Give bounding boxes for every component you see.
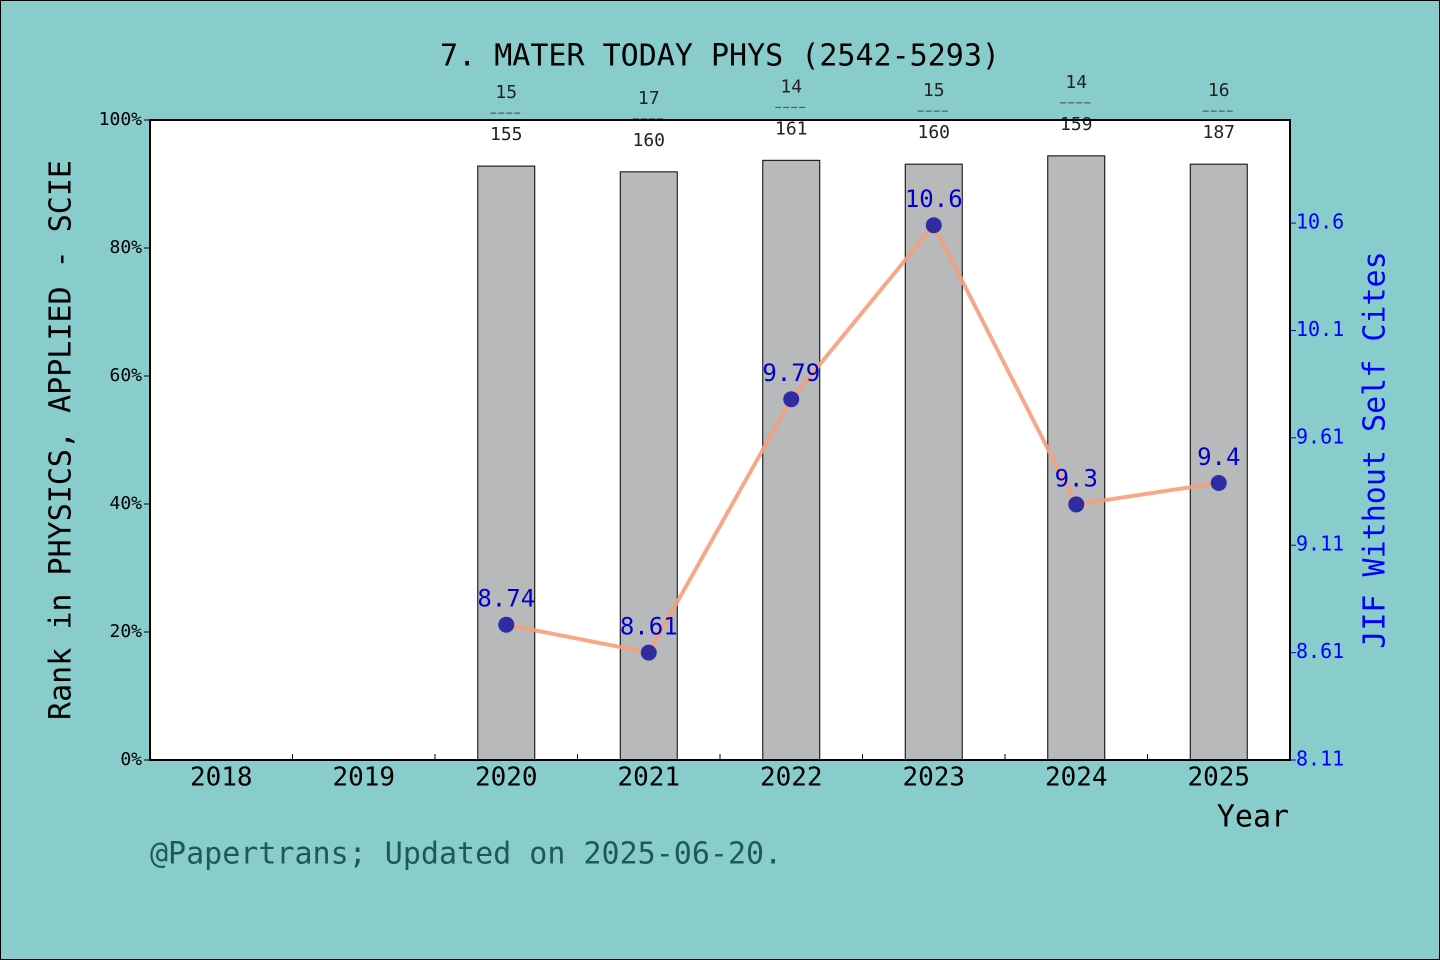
bar bbox=[1189, 163, 1248, 761]
bar-total-label: 160 bbox=[632, 130, 665, 151]
data-label: 8.74 bbox=[477, 585, 535, 613]
bar-rank-label: 14 bbox=[780, 76, 802, 97]
x-tick-label: 2018 bbox=[190, 763, 253, 793]
jif-point bbox=[498, 616, 515, 633]
jif-point bbox=[783, 391, 800, 408]
bar-total-label: 187 bbox=[1202, 122, 1235, 143]
y2-tick-label: 9.61 bbox=[1296, 424, 1344, 448]
y2-tick-label: 10.1 bbox=[1296, 317, 1344, 341]
x-tick-label: 2019 bbox=[332, 763, 395, 793]
x-tick-label: 2023 bbox=[902, 763, 965, 793]
bar-total-label: 159 bbox=[1060, 114, 1093, 135]
data-label: 8.61 bbox=[620, 613, 678, 641]
data-label: 9.3 bbox=[1055, 464, 1098, 492]
x-tick-label: 2021 bbox=[617, 763, 680, 793]
y2-tick-label: 10.6 bbox=[1296, 210, 1344, 234]
plot-frame bbox=[149, 119, 1291, 761]
y-tick-label: 20% bbox=[109, 621, 142, 642]
jif-point bbox=[1210, 474, 1227, 491]
bar-total-label: 155 bbox=[490, 124, 523, 145]
bar-rank-label: 15 bbox=[495, 82, 517, 103]
jif-point bbox=[1068, 496, 1085, 513]
y2-tick-label: 9.11 bbox=[1296, 532, 1344, 556]
y2-axis-label: JIF Without Self Cites bbox=[1358, 251, 1393, 648]
plot-area bbox=[150, 120, 1290, 760]
y-tick-label: 80% bbox=[109, 237, 142, 258]
x-tick-label: 2022 bbox=[760, 763, 823, 793]
data-label: 10.6 bbox=[905, 185, 963, 213]
data-label: 9.79 bbox=[762, 359, 820, 387]
bar-rank-label: 16 bbox=[1208, 80, 1230, 101]
bar-total-label: 161 bbox=[775, 118, 808, 139]
y2-tick-label: 8.11 bbox=[1296, 747, 1344, 771]
x-tick-label: 2025 bbox=[1187, 763, 1250, 793]
bar bbox=[904, 163, 963, 761]
bar-rank-label: 17 bbox=[638, 88, 660, 109]
y-tick-label: 100% bbox=[99, 109, 143, 130]
bar bbox=[762, 159, 821, 761]
jif-point bbox=[925, 217, 942, 234]
x-tick-label: 2024 bbox=[1045, 763, 1108, 793]
y-axis-label: Rank in PHYSICS, APPLIED - SCIE bbox=[44, 160, 79, 720]
bar-rank-label: 15 bbox=[923, 80, 945, 101]
chart-title: 7. MATER TODAY PHYS (2542-5293) bbox=[440, 39, 1000, 74]
bar bbox=[1047, 155, 1106, 761]
x-axis-label: Year bbox=[1217, 800, 1289, 835]
y-tick-label: 0% bbox=[120, 749, 142, 770]
jif-point bbox=[640, 644, 657, 661]
bar bbox=[619, 171, 678, 761]
bar-total-label: 160 bbox=[917, 122, 950, 143]
y-tick-label: 40% bbox=[109, 493, 142, 514]
x-tick-label: 2020 bbox=[475, 763, 538, 793]
footer: @Papertrans; Updated on 2025-06-20. bbox=[150, 837, 782, 872]
y-tick-label: 60% bbox=[109, 365, 142, 386]
data-label: 9.4 bbox=[1197, 443, 1240, 471]
bar bbox=[477, 165, 536, 761]
jif-line bbox=[505, 221, 1220, 655]
y2-tick-label: 8.61 bbox=[1296, 639, 1344, 663]
bar-rank-label: 14 bbox=[1065, 72, 1087, 93]
